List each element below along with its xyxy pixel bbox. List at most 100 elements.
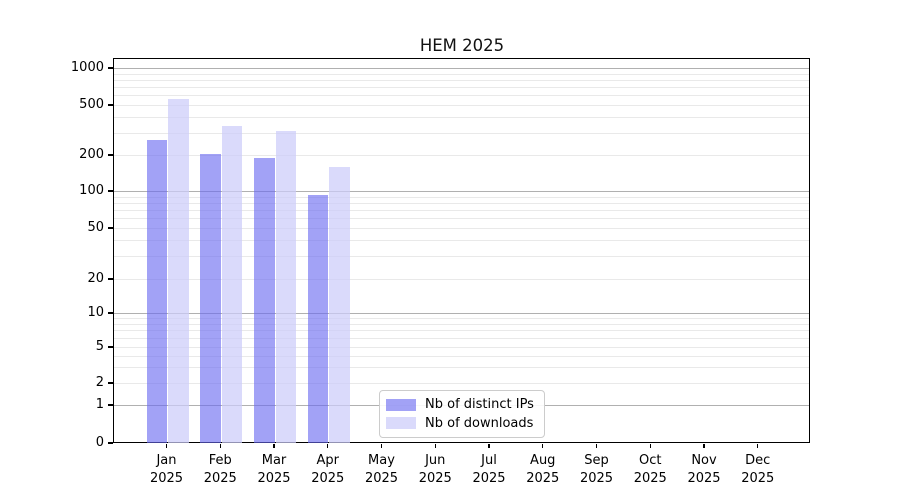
- y-tick-mark: [108, 442, 113, 444]
- x-tick-mark: [488, 444, 490, 448]
- legend-item: Nb of distinct IPs: [386, 397, 536, 412]
- legend-swatch: [386, 417, 416, 430]
- gridline-minor: [114, 73, 809, 75]
- x-tick-mark: [595, 444, 598, 448]
- gridline-minor: [114, 218, 809, 220]
- grid-layer: [114, 59, 809, 442]
- y-tick-mark: [108, 382, 113, 384]
- y-tick-label: 500: [79, 97, 104, 112]
- x-tick-year: 2025: [579, 470, 614, 486]
- x-tick-mark: [327, 444, 329, 448]
- x-tick-month: Feb: [208, 453, 232, 468]
- x-tick-year: 2025: [633, 470, 667, 486]
- x-tick-year: 2025: [311, 470, 345, 486]
- x-tick-year: 2025: [257, 470, 291, 486]
- x-tick-mark: [542, 444, 544, 448]
- x-tick-month: Jun: [425, 453, 446, 468]
- gridline-minor: [114, 228, 809, 229]
- y-tick-label: 10: [87, 305, 104, 320]
- x-tick-mark: [757, 444, 759, 448]
- x-tick-month: Sep: [584, 453, 609, 468]
- x-tick-mark: [434, 444, 436, 448]
- gridline-minor: [114, 256, 809, 258]
- gridline-minor: [114, 330, 809, 332]
- bar-downloads: [221, 126, 243, 443]
- y-tick-label: 0: [95, 435, 104, 450]
- x-tick-mark: [380, 444, 383, 448]
- gridline-minor: [114, 347, 809, 348]
- x-tick-year: 2025: [203, 470, 237, 486]
- y-tick-mark: [108, 104, 113, 106]
- y-tick-label: 2: [95, 375, 104, 390]
- y-tick-label: 1: [95, 397, 104, 412]
- gridline-minor: [114, 79, 809, 81]
- gridline-minor: [114, 155, 809, 156]
- y-tick-mark: [108, 404, 113, 406]
- gridline-minor: [114, 132, 809, 134]
- bar-layer: [114, 59, 809, 443]
- gridline-minor: [114, 383, 809, 384]
- y-tick-label: 5: [95, 339, 104, 354]
- legend-label: Nb of downloads: [425, 415, 534, 431]
- x-tick-month: May: [368, 453, 395, 468]
- y-tick-mark: [108, 190, 113, 192]
- legend-swatch: [386, 398, 416, 411]
- x-tick-month: Nov: [691, 453, 717, 468]
- gridline-minor: [114, 367, 809, 369]
- gridline-major: [114, 313, 809, 314]
- gridline-minor: [114, 279, 809, 280]
- x-tick-label: Jan 2025: [139, 452, 195, 487]
- gridline-major: [114, 68, 809, 69]
- x-tick-mark: [219, 444, 221, 448]
- chart-title: HEM 2025: [419, 36, 505, 55]
- y-tick-label: 100: [79, 183, 104, 198]
- gridline-minor: [114, 95, 809, 97]
- x-tick-label: Apr 2025: [300, 452, 356, 487]
- x-tick-month: Dec: [745, 453, 771, 468]
- y-tick-mark: [108, 312, 113, 314]
- x-tick-label: Dec 2025: [730, 452, 786, 487]
- y-tick-label: 50: [87, 220, 104, 235]
- x-tick-label: Oct 2025: [622, 452, 678, 487]
- legend-item: Nb of downloads: [386, 416, 536, 431]
- y-tick-label: 200: [79, 147, 104, 162]
- x-tick-label: Feb 2025: [192, 452, 248, 487]
- gridline-minor: [114, 105, 809, 106]
- x-tick-label: Jun 2025: [407, 452, 463, 487]
- x-tick-year: 2025: [741, 470, 775, 486]
- legend-label: Nb of distinct IPs: [425, 397, 534, 413]
- x-tick-year: 2025: [364, 470, 399, 486]
- bar-distinct-ips: [307, 194, 329, 443]
- bar-downloads: [275, 131, 296, 443]
- x-tick-month: Mar: [261, 453, 287, 468]
- gridline-minor: [114, 202, 809, 204]
- x-tick-month: Apr: [316, 453, 340, 468]
- gridline-minor: [114, 210, 809, 212]
- y-tick-mark: [108, 154, 113, 156]
- x-tick-label: May 2025: [354, 452, 410, 487]
- x-tick-mark: [703, 444, 705, 448]
- legend: Nb of distinct IPs Nb of downloads: [379, 390, 545, 438]
- gridline-major: [114, 191, 809, 192]
- x-tick-mark: [165, 444, 168, 448]
- x-tick-month: Oct: [639, 453, 662, 468]
- gridline-minor: [114, 338, 809, 340]
- x-tick-year: 2025: [526, 470, 560, 486]
- x-tick-mark: [273, 444, 275, 448]
- gridline-minor: [114, 355, 809, 357]
- x-tick-month: Jul: [481, 453, 497, 468]
- gridline-minor: [114, 117, 809, 119]
- x-tick-mark: [649, 444, 651, 448]
- x-tick-year: 2025: [418, 470, 452, 486]
- y-tick-label: 20: [87, 271, 104, 286]
- y-tick-mark: [108, 227, 113, 229]
- gridline-minor: [114, 196, 809, 198]
- bar-distinct-ips: [254, 157, 275, 443]
- x-tick-label: Aug 2025: [515, 452, 571, 487]
- bar-downloads: [168, 98, 189, 443]
- gridline-minor: [114, 87, 809, 89]
- bar-distinct-ips: [146, 139, 167, 443]
- x-tick-year: 2025: [149, 470, 184, 486]
- bar-downloads: [329, 166, 350, 443]
